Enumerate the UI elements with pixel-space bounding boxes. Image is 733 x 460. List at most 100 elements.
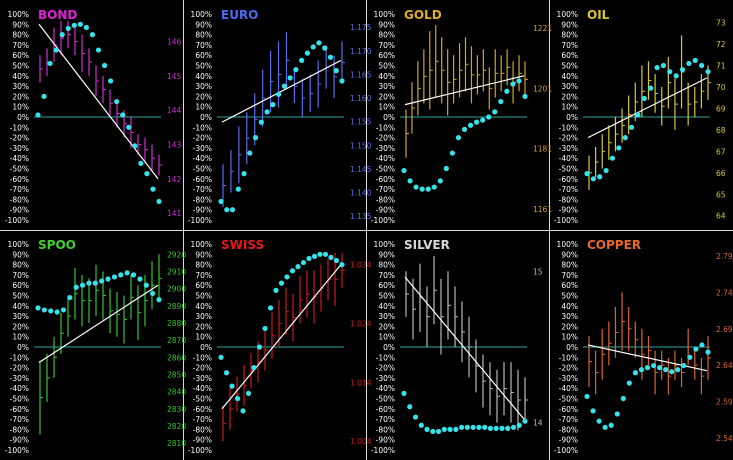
left-tick-label: -60% — [376, 405, 395, 414]
left-tick-label: -80% — [559, 195, 578, 204]
trend-marker — [474, 119, 480, 125]
right-tick-label: 2.79 — [716, 252, 733, 261]
left-tick-label: 20% — [378, 322, 395, 331]
trend-marker — [705, 349, 711, 355]
trend-marker — [311, 253, 318, 259]
trend-marker — [241, 171, 247, 177]
trend-marker — [258, 119, 264, 125]
left-tick-label: 80% — [561, 31, 578, 40]
left-tick-label: 60% — [12, 281, 29, 290]
left-tick-label: -70% — [559, 415, 578, 424]
trend-marker — [306, 255, 312, 262]
right-tick-label: 2880 — [167, 319, 186, 328]
trend-marker — [287, 75, 293, 81]
trend-marker — [126, 124, 132, 130]
trend-marker — [699, 342, 705, 348]
left-tick-label: -20% — [376, 134, 395, 143]
trend-marker — [156, 297, 162, 303]
trend-marker — [310, 44, 316, 50]
left-tick-label: -10% — [10, 353, 29, 362]
trend-marker — [626, 380, 632, 386]
left-tick-label: -60% — [376, 175, 395, 184]
trend-marker — [669, 369, 675, 375]
trend-line — [587, 344, 708, 372]
right-tick-label: 68 — [716, 126, 726, 135]
panel-euro: 100%90% 80%70%60% 50%40%30%20% 10%0%-10% -20… — [188, 8, 372, 225]
trend-marker — [218, 354, 224, 360]
left-tick-label: -50% — [193, 395, 212, 404]
trend-marker — [95, 47, 102, 53]
left-tick-label: -80% — [376, 195, 395, 204]
trend-marker — [322, 251, 329, 257]
trend-marker — [299, 57, 305, 63]
right-tick-label: 15 — [533, 267, 543, 276]
trend-marker — [240, 408, 246, 414]
left-tick-label: 70% — [378, 271, 395, 280]
trend-marker — [620, 395, 626, 402]
panel-bond: 100%90% 80%70%60% 50%40%30%20% 10%0%-10% -20… — [5, 8, 182, 225]
left-tick-label: -100% — [554, 446, 578, 455]
trend-marker — [609, 155, 616, 161]
trend-marker — [118, 272, 124, 278]
trend-marker — [407, 404, 413, 410]
right-tick-label: 2810 — [167, 439, 186, 448]
panel-silver: 100%90% 80%70%60% 50%40%30%20% 10%0%-10% -20… — [371, 238, 543, 455]
trend-line — [221, 59, 342, 123]
trend-marker — [419, 186, 425, 192]
trend-marker — [602, 424, 608, 430]
trend-marker — [692, 57, 698, 63]
panel-swiss: 100%90% 80%70%60% 50%40%30%20% 10%0%-10% -20… — [188, 238, 372, 455]
panel-title: SPOO — [38, 238, 76, 252]
left-tick-label: -100% — [188, 216, 212, 225]
trend-marker — [60, 307, 67, 313]
left-tick-label: -40% — [193, 154, 212, 163]
left-tick-label: -50% — [193, 165, 212, 174]
right-tick-label: 142 — [167, 175, 182, 184]
trend-marker — [41, 307, 47, 313]
right-tick-label: 66 — [716, 169, 726, 178]
trend-marker — [648, 85, 654, 91]
left-tick-label: -80% — [193, 195, 212, 204]
right-tick-label: 72 — [716, 40, 726, 49]
trend-marker — [83, 24, 89, 30]
right-tick-label: 1.140 — [350, 189, 372, 198]
left-tick-label: 70% — [195, 41, 212, 50]
trend-marker — [510, 424, 517, 430]
trend-marker — [111, 274, 118, 280]
panel-title: EURO — [221, 8, 258, 22]
trend-marker — [132, 143, 138, 149]
right-tick-label: 144 — [167, 106, 182, 115]
trend-marker — [105, 276, 111, 282]
trend-marker — [443, 165, 449, 172]
trend-marker — [120, 112, 126, 118]
left-tick-label: 90% — [195, 250, 212, 259]
left-tick-label: -70% — [10, 185, 29, 194]
left-tick-label: -20% — [10, 134, 29, 143]
trend-marker — [412, 414, 419, 420]
trend-marker — [657, 365, 663, 371]
trend-marker — [498, 98, 504, 105]
left-tick-label: 0% — [566, 113, 578, 122]
right-tick-label: 2910 — [167, 267, 186, 276]
left-tick-label: 50% — [561, 62, 578, 71]
left-tick-label: 10% — [195, 103, 212, 112]
left-tick-label: -50% — [559, 165, 578, 174]
left-tick-label: 100% — [374, 10, 395, 19]
right-tick-label: 2920 — [167, 250, 186, 259]
trend-marker — [339, 262, 345, 268]
left-tick-label: 20% — [561, 92, 578, 101]
trend-line — [404, 75, 525, 106]
left-tick-label: 50% — [378, 62, 395, 71]
trend-marker — [273, 287, 279, 293]
trend-marker — [437, 178, 443, 184]
left-tick-label: -100% — [188, 446, 212, 455]
left-tick-label: -30% — [559, 374, 578, 383]
left-tick-label: -80% — [559, 425, 578, 434]
left-tick-label: -10% — [559, 123, 578, 132]
trend-marker — [156, 198, 162, 205]
trend-marker — [476, 424, 482, 430]
trend-marker — [223, 370, 230, 376]
trend-marker — [584, 393, 590, 400]
left-tick-label: 80% — [12, 31, 29, 40]
left-tick-label: -10% — [193, 353, 212, 362]
